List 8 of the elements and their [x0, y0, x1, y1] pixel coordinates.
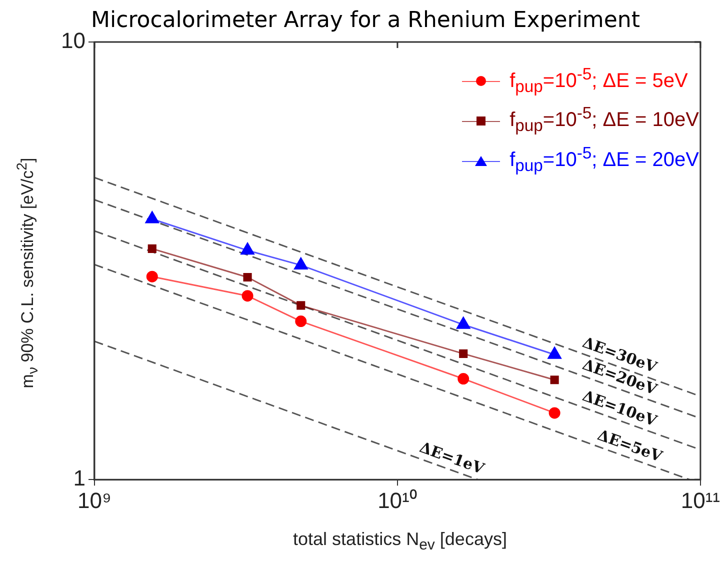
x-tick-label: 10¹⁰	[378, 488, 418, 513]
x-axis-title: total statistics N$_{ev}$ [decays]	[293, 529, 507, 554]
chart-title: Microcalorimeter Array for a Rhenium Experiment	[91, 8, 640, 33]
legend-label: f$_{pup}$=10$^{-5}$; ΔE = 20eV	[510, 143, 699, 175]
y-tick-label: 10	[60, 28, 86, 54]
legend-label: f$_{pup}$=10$^{-5}$; ΔE = 5eV	[510, 64, 688, 96]
legend-label: f$_{pup}$=10$^{-5}$; ΔE = 10eV	[510, 104, 699, 136]
x-tick-label: 10¹¹	[680, 488, 720, 513]
